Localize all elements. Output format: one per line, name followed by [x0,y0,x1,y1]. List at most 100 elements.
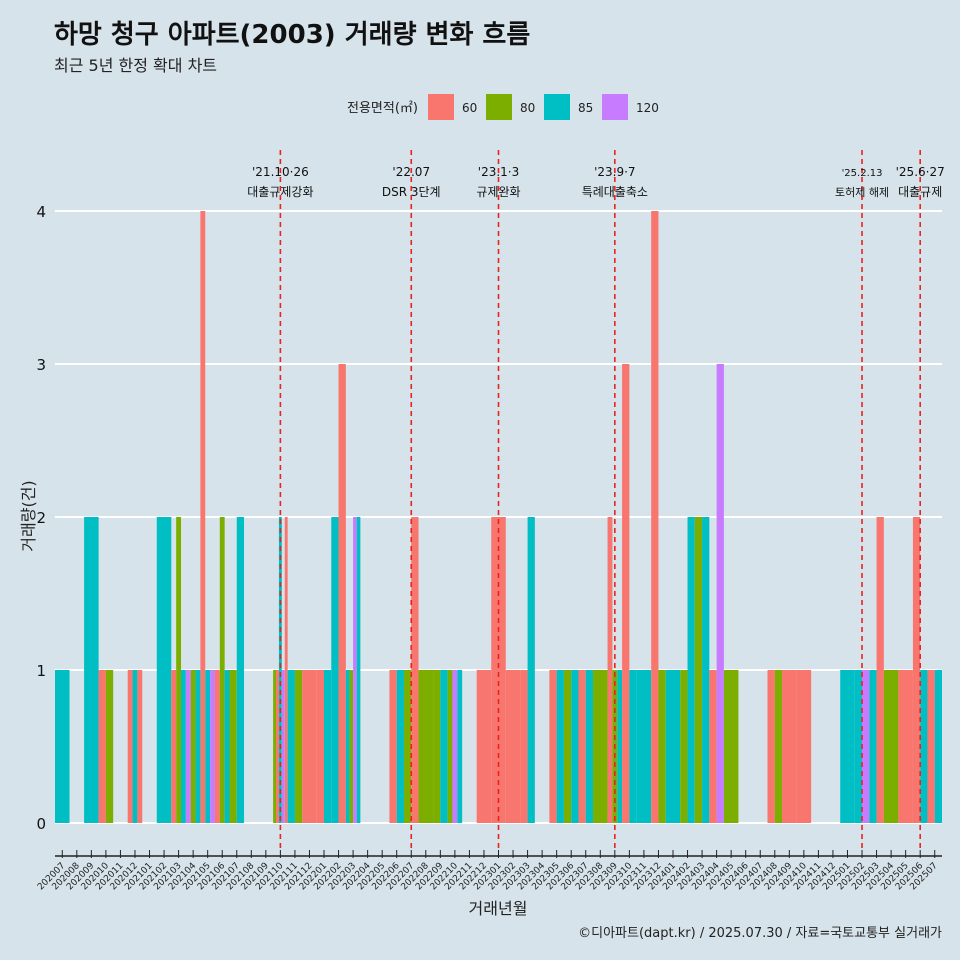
bar-202405-80 [723,670,739,823]
bar-202210-120 [452,670,458,823]
bar-202409-60 [782,670,797,823]
bar-202307-85 [585,670,594,823]
bar-202503-60 [876,517,884,823]
bar-202104-85 [195,670,201,823]
bar-202504-80 [883,670,899,823]
bar-202207-80 [403,670,412,823]
bar-202404-60 [709,670,717,823]
bar-202404-120 [716,364,724,823]
bar-202410-60 [796,670,812,823]
bar-202206-85 [396,670,404,823]
event-label: 토허제 해제 [835,185,889,199]
event-label: 특례대출축소 [582,185,648,199]
bar-202012-85 [132,670,138,823]
bar-202505-60 [898,670,913,823]
bar-202104-120 [185,670,191,823]
y-tick-label: 1 [36,662,46,680]
bar-202106-60 [214,670,220,823]
event-label: 규제완화 [476,185,520,199]
legend-title: 전용면적(㎡) [347,101,418,116]
bar-202208-80 [418,670,434,823]
bar-202501-85 [840,670,855,823]
bar-202506-60 [912,517,921,823]
y-tick-label: 4 [36,203,46,221]
bar-202007-85 [55,670,70,823]
bar-202305-60 [549,670,557,823]
bar-202105-60 [200,211,206,823]
bar-202207-60 [411,517,419,823]
bar-202107-85 [236,517,245,823]
bar-202202-85 [331,517,339,823]
bar-202308-80 [593,670,608,823]
bar-202105-85 [205,670,211,823]
bar-202309-85 [617,670,623,823]
bar-202402-85 [687,517,695,823]
x-axis-label: 거래년월 [469,899,528,918]
bar-202210-85 [457,670,463,823]
bar-202107-80 [229,670,237,823]
bar-202306-85 [571,670,579,823]
bar-202203-80 [349,670,354,823]
bar-202012-60 [137,670,143,823]
bar-202305-85 [556,670,564,823]
bar-202302-60 [505,670,521,823]
event-date: '25.2.13 [842,168,883,179]
legend-swatch-60 [428,94,454,120]
bar-202306-80 [563,670,572,823]
bar-202009-85 [84,517,99,823]
bar-202303-60 [520,670,528,823]
legend-label-85: 85 [578,101,593,115]
bar-202309-60 [607,517,613,823]
bar-202110-60 [284,517,288,823]
bar-202105-120 [210,670,215,823]
bar-202212-60 [476,670,492,823]
bar-202209-85 [440,670,448,823]
bar-202503-85 [869,670,877,823]
bar-202111-85 [287,670,295,823]
bar-202110-120 [281,670,285,823]
bar-202210-80 [447,670,453,823]
event-date: '23.9·7 [594,165,635,179]
bar-202507-85 [934,670,942,823]
bar-202301-60 [491,517,506,823]
event-label: DSR 3단계 [382,185,441,199]
bar-202106-80 [219,517,225,823]
legend-label-120: 120 [636,101,659,115]
y-tick-label: 2 [36,509,46,527]
bar-202203-85 [345,670,350,823]
bar-202209-80 [433,670,441,823]
bar-202312-60 [651,211,659,823]
event-label: 대출규제 [898,185,942,199]
bar-202111-80 [294,670,303,823]
bar-202103-85 [181,670,186,823]
chart-title: 하망 청구 아파트(2003) 거래량 변화 흐름 [54,20,531,50]
bar-202103-80 [176,517,182,823]
bar-202310-85 [629,670,637,823]
bar-202506-85 [920,670,928,823]
bar-202312-80 [658,670,666,823]
legend-swatch-85 [544,94,570,120]
bar-202403-85 [702,517,710,823]
event-date: '25.6·27 [896,165,945,179]
bar-202307-60 [578,670,586,823]
bar-202106-85 [224,670,230,823]
bar-202102-85 [156,517,172,823]
bar-202402-80 [680,670,688,823]
bar-202206-60 [389,670,397,823]
event-date: '23.1·3 [478,165,519,179]
event-date: '21.10·26 [252,165,309,179]
event-date: '22.07 [392,165,430,179]
bar-202403-80 [694,517,703,823]
bar-202104-80 [190,670,196,823]
bar-202408-80 [774,670,783,823]
legend-label-60: 60 [462,101,477,115]
legend-label-80: 80 [520,101,535,115]
legend-swatch-80 [486,94,512,120]
bar-202507-60 [927,670,935,823]
bar-202203-85 [356,517,361,823]
bar-202103-60 [171,670,177,823]
bar-202502-120 [862,670,870,823]
y-axis-label: 거래량(건) [19,480,38,551]
bar-202203-120 [353,517,357,823]
